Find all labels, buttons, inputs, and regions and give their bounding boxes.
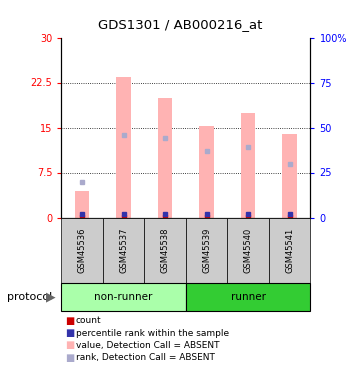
Text: GSM45538: GSM45538 bbox=[161, 228, 170, 273]
Bar bbox=[61, 283, 186, 311]
Text: GSM45537: GSM45537 bbox=[119, 228, 128, 273]
Bar bbox=[227, 217, 269, 283]
Bar bbox=[103, 217, 144, 283]
Text: ■: ■ bbox=[65, 328, 74, 338]
Text: ■: ■ bbox=[65, 340, 74, 350]
Text: ■: ■ bbox=[65, 316, 74, 326]
Bar bbox=[116, 76, 131, 218]
Text: non-runner: non-runner bbox=[95, 292, 153, 302]
Bar bbox=[158, 98, 173, 218]
Bar bbox=[186, 217, 227, 283]
Text: value, Detection Call = ABSENT: value, Detection Call = ABSENT bbox=[76, 341, 219, 350]
Text: GSM45539: GSM45539 bbox=[202, 228, 211, 273]
Bar bbox=[282, 134, 297, 218]
Bar bbox=[61, 217, 103, 283]
Bar bbox=[241, 112, 256, 218]
Text: GSM45541: GSM45541 bbox=[285, 228, 294, 273]
Text: count: count bbox=[76, 316, 101, 325]
Bar bbox=[144, 217, 186, 283]
Bar bbox=[186, 283, 310, 311]
Bar bbox=[75, 190, 90, 217]
Bar bbox=[269, 217, 310, 283]
Bar bbox=[199, 126, 214, 218]
Text: runner: runner bbox=[231, 292, 266, 302]
Text: protocol: protocol bbox=[7, 292, 52, 302]
Text: rank, Detection Call = ABSENT: rank, Detection Call = ABSENT bbox=[76, 353, 215, 362]
Text: GSM45536: GSM45536 bbox=[78, 228, 87, 273]
Text: GDS1301 / AB000216_at: GDS1301 / AB000216_at bbox=[98, 18, 263, 31]
Text: ▶: ▶ bbox=[46, 291, 56, 304]
Text: ■: ■ bbox=[65, 353, 74, 363]
Text: percentile rank within the sample: percentile rank within the sample bbox=[76, 328, 229, 338]
Text: GSM45540: GSM45540 bbox=[244, 228, 253, 273]
